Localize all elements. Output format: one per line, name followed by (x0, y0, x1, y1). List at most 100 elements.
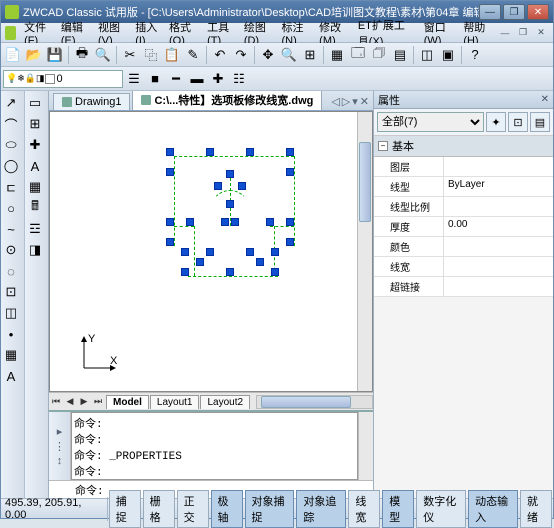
doc-tab-2[interactable]: C:\...特性】选项板修改线宽.dwg (132, 91, 322, 110)
layer-dropdown[interactable]: 💡❄🔒◨0 (3, 70, 123, 88)
property-row[interactable]: 图层 (374, 157, 553, 177)
selection-grip[interactable] (271, 268, 279, 276)
status-toggle-正交[interactable]: 正交 (177, 490, 209, 528)
selection-grip[interactable] (181, 248, 189, 256)
selection-grip[interactable] (226, 200, 234, 208)
close-button[interactable]: ✕ (527, 4, 549, 20)
toggle-pim-icon[interactable]: ▤ (530, 112, 550, 132)
drawing-line[interactable] (174, 156, 175, 246)
selection-grip[interactable] (266, 218, 274, 226)
selection-grip[interactable] (166, 238, 174, 246)
modify-tool-button[interactable]: ☲ (25, 219, 45, 239)
drawing-line[interactable] (194, 226, 195, 276)
cmd-scrollbar[interactable] (358, 412, 373, 480)
print-button[interactable]: 🖶 (72, 45, 92, 65)
selection-grip[interactable] (196, 258, 204, 266)
drawing-line[interactable] (188, 276, 278, 277)
dc-button[interactable]: 🗔 (348, 45, 368, 65)
prop-value[interactable] (444, 197, 553, 216)
tool-button[interactable]: 🗇 (369, 45, 389, 65)
selection-grip[interactable] (246, 148, 254, 156)
save-button[interactable]: 💾 (45, 45, 65, 65)
zoom-button[interactable]: 🔍 (279, 45, 299, 65)
color-button[interactable]: ■ (145, 69, 165, 89)
doc-restore-button[interactable]: ❐ (515, 26, 531, 40)
maximize-button[interactable]: ❐ (503, 4, 525, 20)
selection-grip[interactable] (166, 168, 174, 176)
selection-grip[interactable] (206, 248, 214, 256)
selection-grip[interactable] (221, 218, 229, 226)
modify-tool-button[interactable]: 🖩 (25, 198, 45, 218)
selection-grip[interactable] (271, 248, 279, 256)
lw-button[interactable]: ▬ (187, 69, 207, 89)
selection-grip[interactable] (286, 168, 294, 176)
drawing-arc[interactable] (210, 190, 250, 230)
doc-minimize-button[interactable]: — (497, 26, 513, 40)
prev-icon[interactable]: ◀ (63, 396, 77, 407)
status-toggle-捕捉[interactable]: 捕捉 (109, 490, 141, 528)
selection-grip[interactable] (206, 148, 214, 156)
first-icon[interactable]: ⏮ (49, 396, 63, 407)
pan-button[interactable]: ✥ (258, 45, 278, 65)
draw-tool-button[interactable]: A (1, 366, 21, 386)
select-objects-icon[interactable]: ⊡ (508, 112, 528, 132)
draw-tool-button[interactable]: ⌒ (1, 114, 21, 134)
status-toggle-线宽[interactable]: 线宽 (348, 490, 380, 528)
plus-button[interactable]: ✚ (208, 69, 228, 89)
status-toggle-极轴[interactable]: 极轴 (211, 490, 243, 528)
draw-tool-button[interactable]: ⊙ (1, 240, 21, 260)
selection-grip[interactable] (186, 218, 194, 226)
status-toggle-对象捕捉[interactable]: 对象捕捉 (245, 490, 295, 528)
selection-grip[interactable] (166, 218, 174, 226)
tab-layout1[interactable]: Layout1 (150, 395, 200, 409)
prop-value[interactable]: 0.00 (444, 217, 553, 236)
selection-grip[interactable] (286, 218, 294, 226)
draw-tool-button[interactable]: ↗ (1, 93, 21, 113)
doc-tab-1[interactable]: Drawing1 (53, 93, 130, 110)
aux-button[interactable]: ☷ (229, 69, 249, 89)
modify-tool-button[interactable]: ▭ (25, 93, 45, 113)
layermgr-button[interactable]: ☰ (124, 69, 144, 89)
drawing-line[interactable] (294, 156, 295, 246)
prop-value[interactable] (444, 157, 553, 176)
lt-button[interactable]: ━ (166, 69, 186, 89)
selection-grip[interactable] (256, 258, 264, 266)
property-row[interactable]: 超链接 (374, 277, 553, 297)
selection-grip[interactable] (226, 170, 234, 178)
prop-value[interactable] (444, 277, 553, 296)
draw-tool-button[interactable]: ▦ (1, 345, 21, 365)
prop-value[interactable]: ByLayer (444, 177, 553, 196)
selection-grip[interactable] (238, 182, 246, 190)
scroll-thumb[interactable] (261, 396, 351, 408)
horizontal-scrollbar[interactable] (256, 395, 373, 409)
selection-grip[interactable] (231, 218, 239, 226)
status-toggle-数字化仪[interactable]: 数字化仪 (416, 490, 466, 528)
status-toggle-栅格[interactable]: 栅格 (143, 490, 175, 528)
selection-grip[interactable] (226, 268, 234, 276)
tab-menu-icon[interactable]: ▾ (352, 95, 358, 108)
status-toggle-动态输入[interactable]: 动态输入 (468, 490, 518, 528)
property-row[interactable]: 线型ByLayer (374, 177, 553, 197)
redo-button[interactable]: ↷ (231, 45, 251, 65)
tab-layout2[interactable]: Layout2 (200, 395, 250, 409)
cut-button[interactable]: ✂ (120, 45, 140, 65)
copy-button[interactable]: ⿻ (141, 45, 161, 65)
modify-tool-button[interactable]: ◨ (25, 240, 45, 260)
last-icon[interactable]: ⏭ (91, 396, 105, 407)
modify-tool-button[interactable]: ✚ (25, 135, 45, 155)
clean-button[interactable]: ▣ (438, 45, 458, 65)
drawing-line[interactable] (174, 226, 194, 227)
tab-next-icon[interactable]: ▷ (342, 95, 350, 108)
next-icon[interactable]: ▶ (77, 396, 91, 407)
pane-grip-icon[interactable]: ▸⋮↕ (49, 412, 71, 480)
selection-grip[interactable] (181, 268, 189, 276)
property-row[interactable]: 厚度0.00 (374, 217, 553, 237)
draw-tool-button[interactable]: ◯ (1, 156, 21, 176)
zoomw-button[interactable]: ⊞ (300, 45, 320, 65)
preview-button[interactable]: 🔍 (93, 45, 113, 65)
property-row[interactable]: 线宽 (374, 257, 553, 277)
modify-tool-button[interactable]: A (25, 156, 45, 176)
selection-grip[interactable] (246, 248, 254, 256)
modify-tool-button[interactable]: ⊞ (25, 114, 45, 134)
draw-tool-button[interactable]: ○ (1, 198, 21, 218)
